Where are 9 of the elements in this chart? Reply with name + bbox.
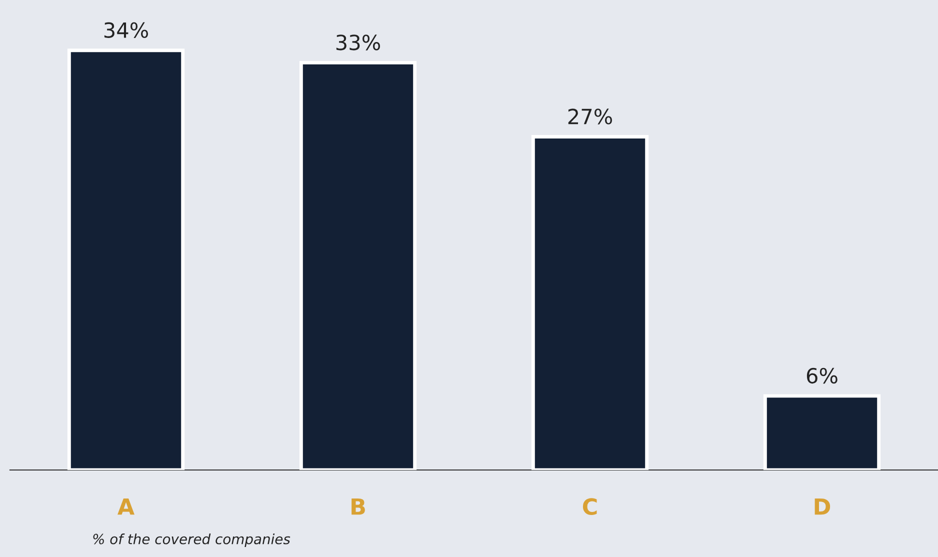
data-label: 34% bbox=[104, 22, 148, 38]
data-label: 27% bbox=[568, 108, 612, 124]
data-label: 33% bbox=[336, 34, 380, 50]
data-label: 6% bbox=[806, 368, 838, 384]
x-tick-label: D bbox=[814, 498, 830, 515]
x-tick-label: C bbox=[582, 498, 597, 515]
text: % of the covered companies bbox=[93, 534, 290, 547]
x-tick-label: B bbox=[352, 498, 365, 515]
x-tick-label: A bbox=[118, 498, 134, 515]
